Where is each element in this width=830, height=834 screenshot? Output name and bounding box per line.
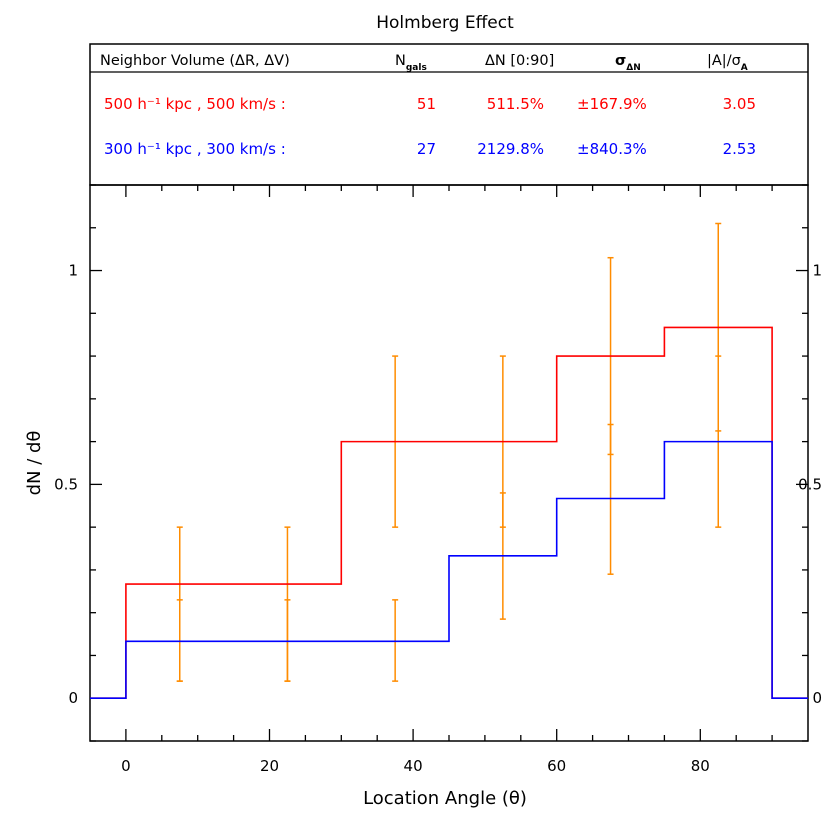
table-row-red: 500 h⁻¹ kpc , 500 km/s : 51 511.5% ±167.… bbox=[104, 95, 756, 113]
plot-frame bbox=[89, 184, 809, 742]
row-red-volume: 500 h⁻¹ kpc , 500 km/s : bbox=[104, 95, 286, 113]
y-tick-label-right: 0 bbox=[812, 689, 822, 707]
row-blue-delta-n: 2129.8% bbox=[477, 140, 544, 158]
series-group bbox=[90, 326, 808, 700]
y-tick-label: 0 bbox=[68, 689, 78, 707]
x-axis-label: Location Angle (θ) bbox=[363, 788, 527, 809]
row-blue-ngals: 27 bbox=[417, 140, 436, 158]
y-tick-label-right: 1 bbox=[812, 262, 822, 280]
x-tick-label: 60 bbox=[547, 757, 566, 775]
row-blue-sigma: ±840.3% bbox=[577, 140, 647, 158]
table-header-ngals: Ngals bbox=[395, 53, 427, 73]
row-red-ngals: 51 bbox=[417, 95, 436, 113]
x-tick-label: 80 bbox=[691, 757, 710, 775]
table-header-sigma: σΔN bbox=[615, 53, 641, 73]
y-tick-label: 0.5 bbox=[54, 475, 78, 493]
y-axis-label: dN / dθ bbox=[24, 431, 45, 496]
tick-labels: 0 20 40 60 80 0 0 0.5 0.5 1 1 bbox=[54, 262, 822, 775]
row-red-delta-n: 511.5% bbox=[487, 95, 544, 113]
histogram-series-1 bbox=[90, 440, 808, 700]
y-tick-label: 1 bbox=[68, 262, 78, 280]
chart-title: Holmberg Effect bbox=[376, 13, 514, 33]
row-red-sigma: ±167.9% bbox=[577, 95, 647, 113]
x-tick-label: 40 bbox=[404, 757, 423, 775]
axis-ticks bbox=[90, 184, 808, 742]
table-header-ratio: |A|/σA bbox=[707, 53, 748, 73]
row-blue-volume: 300 h⁻¹ kpc , 300 km/s : bbox=[104, 140, 286, 158]
table-header-volume: Neighbor Volume (ΔR, ΔV) bbox=[100, 53, 290, 69]
table-header-delta-n: ΔN [0:90] bbox=[485, 53, 554, 69]
x-tick-label: 0 bbox=[121, 757, 131, 775]
x-tick-label: 20 bbox=[260, 757, 279, 775]
row-blue-ratio: 2.53 bbox=[723, 140, 756, 158]
table-row-blue: 300 h⁻¹ kpc , 300 km/s : 27 2129.8% ±840… bbox=[104, 140, 756, 158]
y-tick-label-right: 0.5 bbox=[798, 475, 822, 493]
histogram-series-0 bbox=[90, 326, 808, 700]
row-red-ratio: 3.05 bbox=[723, 95, 756, 113]
